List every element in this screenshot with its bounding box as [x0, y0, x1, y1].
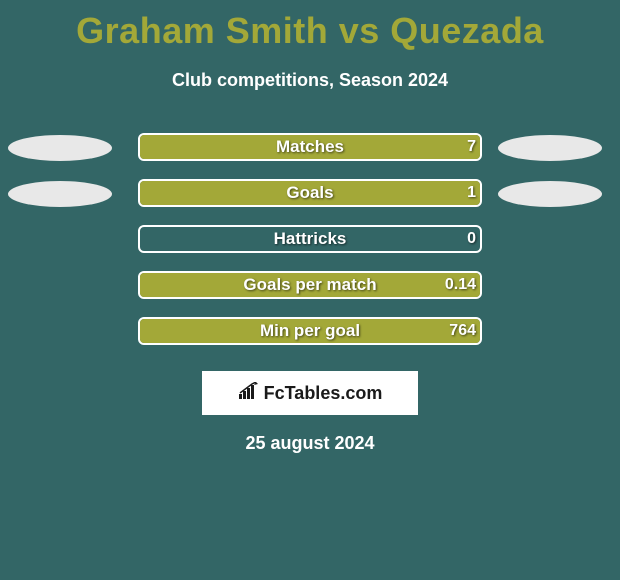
stat-bar-track	[138, 225, 482, 253]
page-title: Graham Smith vs Quezada	[0, 0, 620, 52]
stat-bar-track	[138, 317, 482, 345]
stat-bar-track	[138, 133, 482, 161]
stat-bar-fill	[140, 135, 480, 159]
stat-bar-track	[138, 179, 482, 207]
date-label: 25 august 2024	[0, 433, 620, 454]
logo-box: FcTables.com	[202, 371, 418, 415]
stat-row: Matches7	[0, 133, 620, 179]
stat-row: Hattricks0	[0, 225, 620, 271]
player-left-marker	[8, 135, 112, 161]
logo-text: FcTables.com	[264, 383, 383, 404]
stat-row: Goals1	[0, 179, 620, 225]
stat-bar-fill	[140, 273, 480, 297]
stat-rows: Matches7Goals1Hattricks0Goals per match0…	[0, 133, 620, 363]
stat-bar-fill	[140, 181, 480, 205]
subtitle: Club competitions, Season 2024	[0, 70, 620, 91]
player-right-marker	[498, 135, 602, 161]
stat-row: Min per goal764	[0, 317, 620, 363]
stat-bar-fill	[140, 319, 480, 343]
logo-chart-icon	[238, 382, 260, 405]
player-right-marker	[498, 181, 602, 207]
player-left-marker	[8, 181, 112, 207]
logo: FcTables.com	[238, 382, 383, 405]
stat-bar-track	[138, 271, 482, 299]
stat-row: Goals per match0.14	[0, 271, 620, 317]
